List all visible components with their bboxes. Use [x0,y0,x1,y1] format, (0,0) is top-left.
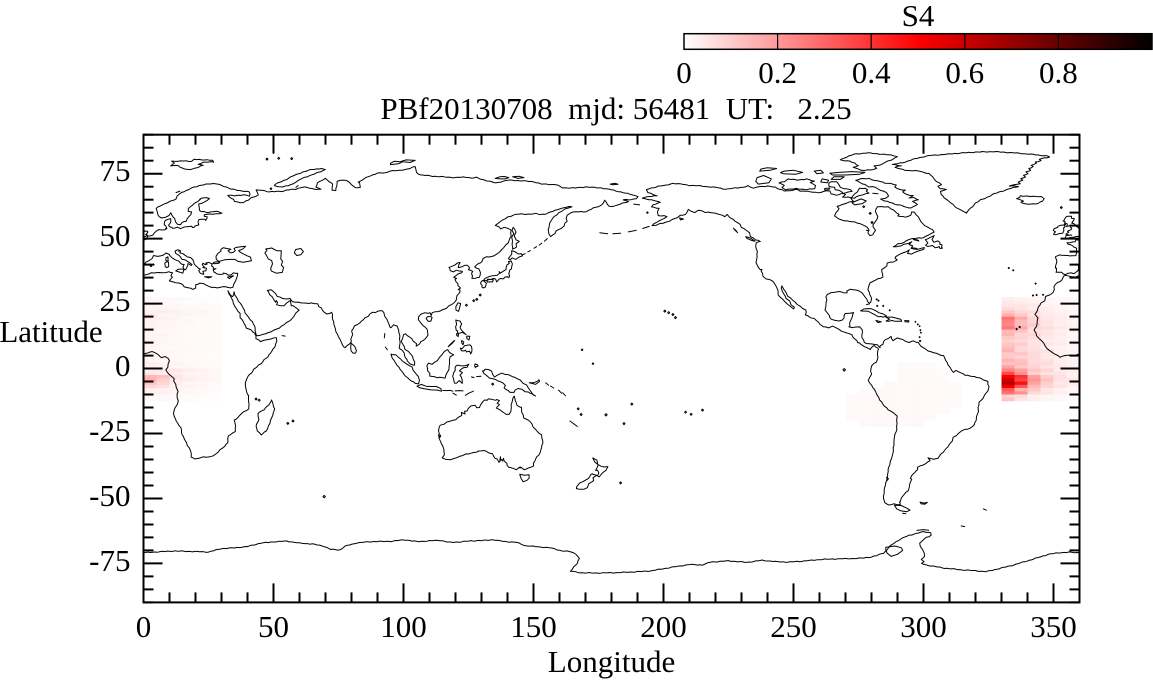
svg-text:50: 50 [100,218,131,253]
svg-text:0.2: 0.2 [758,55,797,90]
svg-text:0.8: 0.8 [1039,55,1078,90]
svg-text:300: 300 [900,609,947,644]
svg-text:350: 350 [1030,609,1077,644]
svg-text:Latitude: Latitude [0,314,103,349]
svg-text:-50: -50 [89,478,130,513]
svg-text:0.4: 0.4 [852,55,891,90]
svg-text:Longitude: Longitude [548,644,675,679]
svg-text:PBf20130708 mjd: 56481 UT:: PBf20130708 mjd: 56481 UT: 2.25 [380,91,851,126]
svg-text:75: 75 [100,153,131,188]
svg-text:200: 200 [640,609,687,644]
svg-text:S4: S4 [902,0,935,33]
svg-text:150: 150 [510,609,557,644]
svg-text:250: 250 [770,609,817,644]
svg-text:0: 0 [676,55,692,90]
svg-text:-75: -75 [89,543,130,578]
svg-text:50: 50 [258,609,289,644]
svg-text:0.6: 0.6 [945,55,984,90]
svg-text:-25: -25 [89,413,130,448]
svg-text:25: 25 [100,283,131,318]
svg-text:100: 100 [380,609,427,644]
svg-text:0: 0 [136,609,152,644]
svg-text:0: 0 [115,348,131,383]
